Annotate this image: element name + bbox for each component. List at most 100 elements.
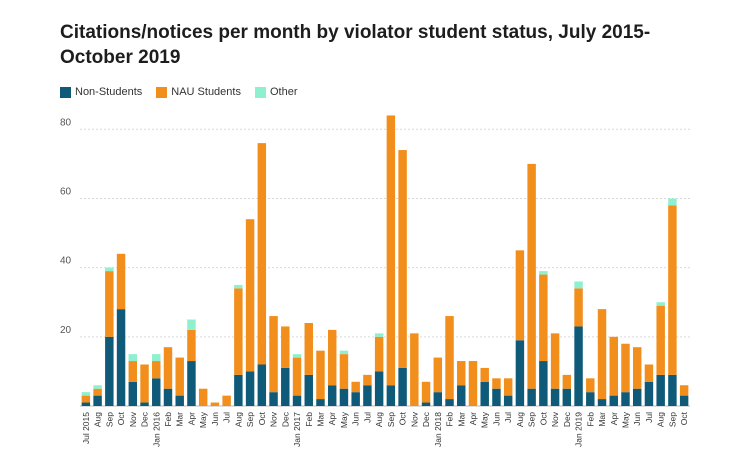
x-tick-label: Jul 2015 bbox=[81, 412, 91, 444]
x-tick-label: Mar bbox=[597, 412, 607, 427]
bar-segment-nau-students bbox=[644, 364, 654, 382]
legend-swatch-other bbox=[254, 86, 266, 98]
bar-segment-non-students bbox=[632, 388, 642, 406]
bar-segment-non-students bbox=[187, 361, 196, 406]
bar-segment-non-students bbox=[351, 392, 360, 406]
bar-segment-nau-students bbox=[234, 288, 243, 375]
x-tick-label: Dec bbox=[140, 411, 150, 427]
bar-segment-other bbox=[539, 271, 548, 275]
x-tick-label: Apr bbox=[327, 412, 337, 425]
bar-segment-non-students bbox=[339, 388, 349, 406]
legend-label-nau-students: NAU Students bbox=[171, 86, 241, 98]
x-tick-label: Nov bbox=[269, 411, 279, 427]
bar-segment-non-students bbox=[327, 385, 337, 406]
bar-segment-nau-students bbox=[269, 316, 278, 393]
x-tick-label: May bbox=[198, 411, 208, 428]
bar-segment-nau-students bbox=[210, 402, 220, 406]
bar-segment-non-students bbox=[644, 381, 654, 406]
x-tick-label: Oct bbox=[116, 411, 126, 425]
x-tick-label: May bbox=[339, 411, 349, 428]
y-tick-label: 20 bbox=[60, 325, 72, 336]
bar-segment-nau-students bbox=[574, 288, 583, 327]
bar-segment-nau-students bbox=[374, 336, 384, 372]
x-tick-label: Jul bbox=[644, 412, 654, 423]
bar-segment-other bbox=[152, 354, 161, 362]
bar-segment-nau-students bbox=[632, 347, 642, 389]
bar-segment-non-students bbox=[386, 385, 396, 406]
bar-segment-non-students bbox=[597, 399, 607, 406]
x-tick-label: Feb bbox=[585, 412, 595, 427]
bar-segment-non-students bbox=[93, 395, 102, 406]
bar-segment-nau-students bbox=[410, 333, 419, 406]
x-tick-label: Oct bbox=[679, 411, 689, 425]
x-tick-label: Jun bbox=[491, 412, 501, 426]
x-tick-label: Mar bbox=[315, 412, 325, 427]
bar-segment-nau-students bbox=[433, 357, 443, 393]
bar-segment-non-students bbox=[550, 388, 560, 406]
bar-segment-non-students bbox=[503, 395, 513, 406]
x-tick-label: Oct bbox=[538, 411, 548, 425]
x-tick-label: Jan 2017 bbox=[292, 412, 302, 447]
bar-segment-nau-students bbox=[81, 395, 91, 403]
x-tick-label: Aug bbox=[233, 412, 243, 427]
bar-segment-other bbox=[234, 284, 243, 289]
bar-segment-nau-students bbox=[304, 322, 313, 375]
bar-segment-nau-students bbox=[398, 150, 407, 368]
x-tick-label: Aug bbox=[93, 412, 103, 427]
bar-segment-non-students bbox=[257, 364, 267, 406]
x-tick-label: Jul bbox=[503, 412, 513, 423]
x-tick-label: Jan 2019 bbox=[574, 412, 584, 447]
bar-segment-non-students bbox=[105, 336, 114, 406]
bar-segment-nau-students bbox=[656, 305, 665, 375]
bar-segment-non-students bbox=[175, 395, 184, 406]
bar-segment-non-students bbox=[128, 381, 138, 406]
bar-segment-other bbox=[292, 354, 302, 358]
bar-segment-non-students bbox=[163, 388, 173, 406]
bar-segment-other bbox=[656, 302, 665, 306]
bar-segment-non-students bbox=[621, 392, 630, 406]
bar-segment-nau-students bbox=[480, 367, 489, 382]
bar-segment-nau-students bbox=[539, 274, 548, 362]
x-tick-label: Jun bbox=[210, 412, 220, 426]
x-tick-label: Jul bbox=[222, 412, 232, 423]
x-tick-label: Apr bbox=[186, 412, 196, 425]
bar-segment-nau-students bbox=[468, 361, 478, 406]
bar-segment-nau-students bbox=[116, 253, 126, 310]
bar-segment-nau-students bbox=[445, 316, 454, 400]
bar-segment-nau-students bbox=[351, 381, 360, 393]
bar-segment-non-students bbox=[152, 378, 161, 406]
x-tick-label: Aug bbox=[374, 412, 384, 427]
bar-segment-nau-students bbox=[222, 395, 231, 406]
bar-segment-non-students bbox=[586, 392, 595, 406]
x-tick-label: Oct bbox=[257, 411, 267, 425]
x-tick-label: Mar bbox=[456, 412, 466, 427]
x-tick-label: May bbox=[480, 411, 490, 428]
x-tick-label: Jan 2018 bbox=[433, 412, 443, 447]
bar-segment-other bbox=[668, 198, 677, 206]
x-tick-label: Aug bbox=[656, 412, 666, 427]
bar-segment-nau-students bbox=[515, 250, 525, 341]
legend-item-other: Other bbox=[254, 86, 297, 98]
legend-swatch-non-students bbox=[60, 86, 71, 98]
bar-segment-non-students bbox=[281, 367, 290, 406]
legend-item-nau-students: NAU Students bbox=[156, 86, 241, 98]
bar-segment-non-students bbox=[445, 399, 454, 406]
x-tick-label: Dec bbox=[562, 411, 572, 427]
bar-segment-other bbox=[93, 385, 102, 389]
bar-segment-nau-students bbox=[386, 115, 396, 386]
x-tick-label: Mar bbox=[175, 412, 185, 427]
bar-segment-nau-students bbox=[492, 378, 501, 389]
bar-segment-nau-students bbox=[245, 219, 255, 372]
y-tick-label: 60 bbox=[60, 186, 72, 197]
bar-segment-nau-students bbox=[586, 378, 595, 393]
bar-segment-nau-students bbox=[152, 361, 161, 379]
bar-segment-other bbox=[374, 333, 384, 337]
x-tick-label: Nov bbox=[128, 411, 138, 427]
x-tick-label: Sep bbox=[667, 412, 677, 427]
bar-segment-nau-students bbox=[339, 354, 349, 389]
bar-segment-nau-students bbox=[597, 309, 607, 400]
bar-segment-nau-students bbox=[163, 347, 173, 389]
bar-segment-nau-students bbox=[281, 326, 290, 368]
x-tick-label: Jun bbox=[632, 412, 642, 426]
bar-segment-non-students bbox=[316, 399, 325, 406]
